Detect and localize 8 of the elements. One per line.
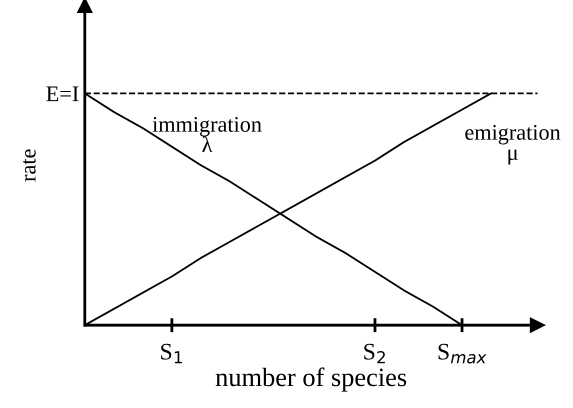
x-axis-title: number of species (216, 367, 406, 392)
x-tick-label: S$_{1}$ (161, 344, 182, 364)
ref-line-label: E=I (46, 86, 78, 102)
y-axis-title: rate (22, 149, 36, 182)
x-tick-label: S$_{max}$ (438, 344, 487, 364)
annotation: immigration λ (152, 116, 262, 152)
annotation: emigration μ (465, 124, 560, 165)
x-tick-label: S$_{2}$ (364, 344, 385, 364)
